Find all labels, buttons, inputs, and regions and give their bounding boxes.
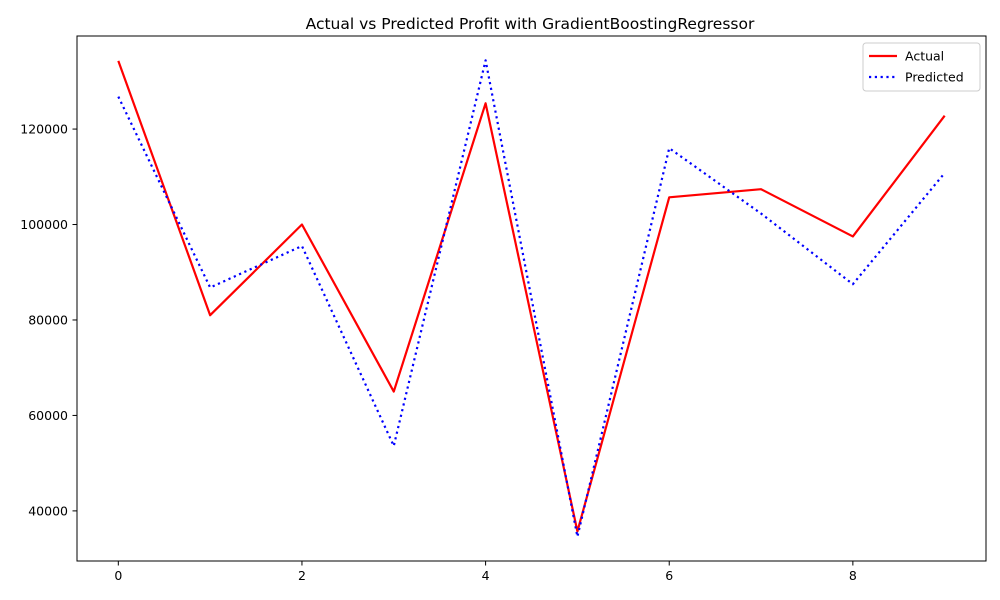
x-tick-label: 2 (298, 568, 306, 583)
x-axis: 0 2 4 6 8 (114, 561, 857, 583)
series-layer (117, 59, 946, 538)
chart-title: Actual vs Predicted Profit with Gradient… (306, 15, 755, 33)
x-tick-label: 4 (482, 568, 490, 583)
y-tick-label: 120000 (20, 122, 68, 137)
y-tick-label: 60000 (28, 408, 68, 423)
legend-label-actual: Actual (905, 49, 944, 64)
legend-label-predicted: Predicted (905, 70, 964, 85)
y-tick-label: 80000 (28, 312, 68, 327)
series-line-actual (117, 60, 946, 533)
y-axis: 40000 60000 80000 100000 120000 (20, 122, 77, 518)
x-tick-label: 8 (849, 568, 857, 583)
y-tick-label: 100000 (20, 217, 68, 232)
x-tick-label: 6 (665, 568, 673, 583)
y-tick-label: 40000 (28, 503, 68, 518)
x-tick-label: 0 (114, 568, 122, 583)
legend: Actual Predicted (862, 42, 981, 92)
series-line-predicted (117, 59, 946, 538)
plot-frame (76, 35, 987, 562)
